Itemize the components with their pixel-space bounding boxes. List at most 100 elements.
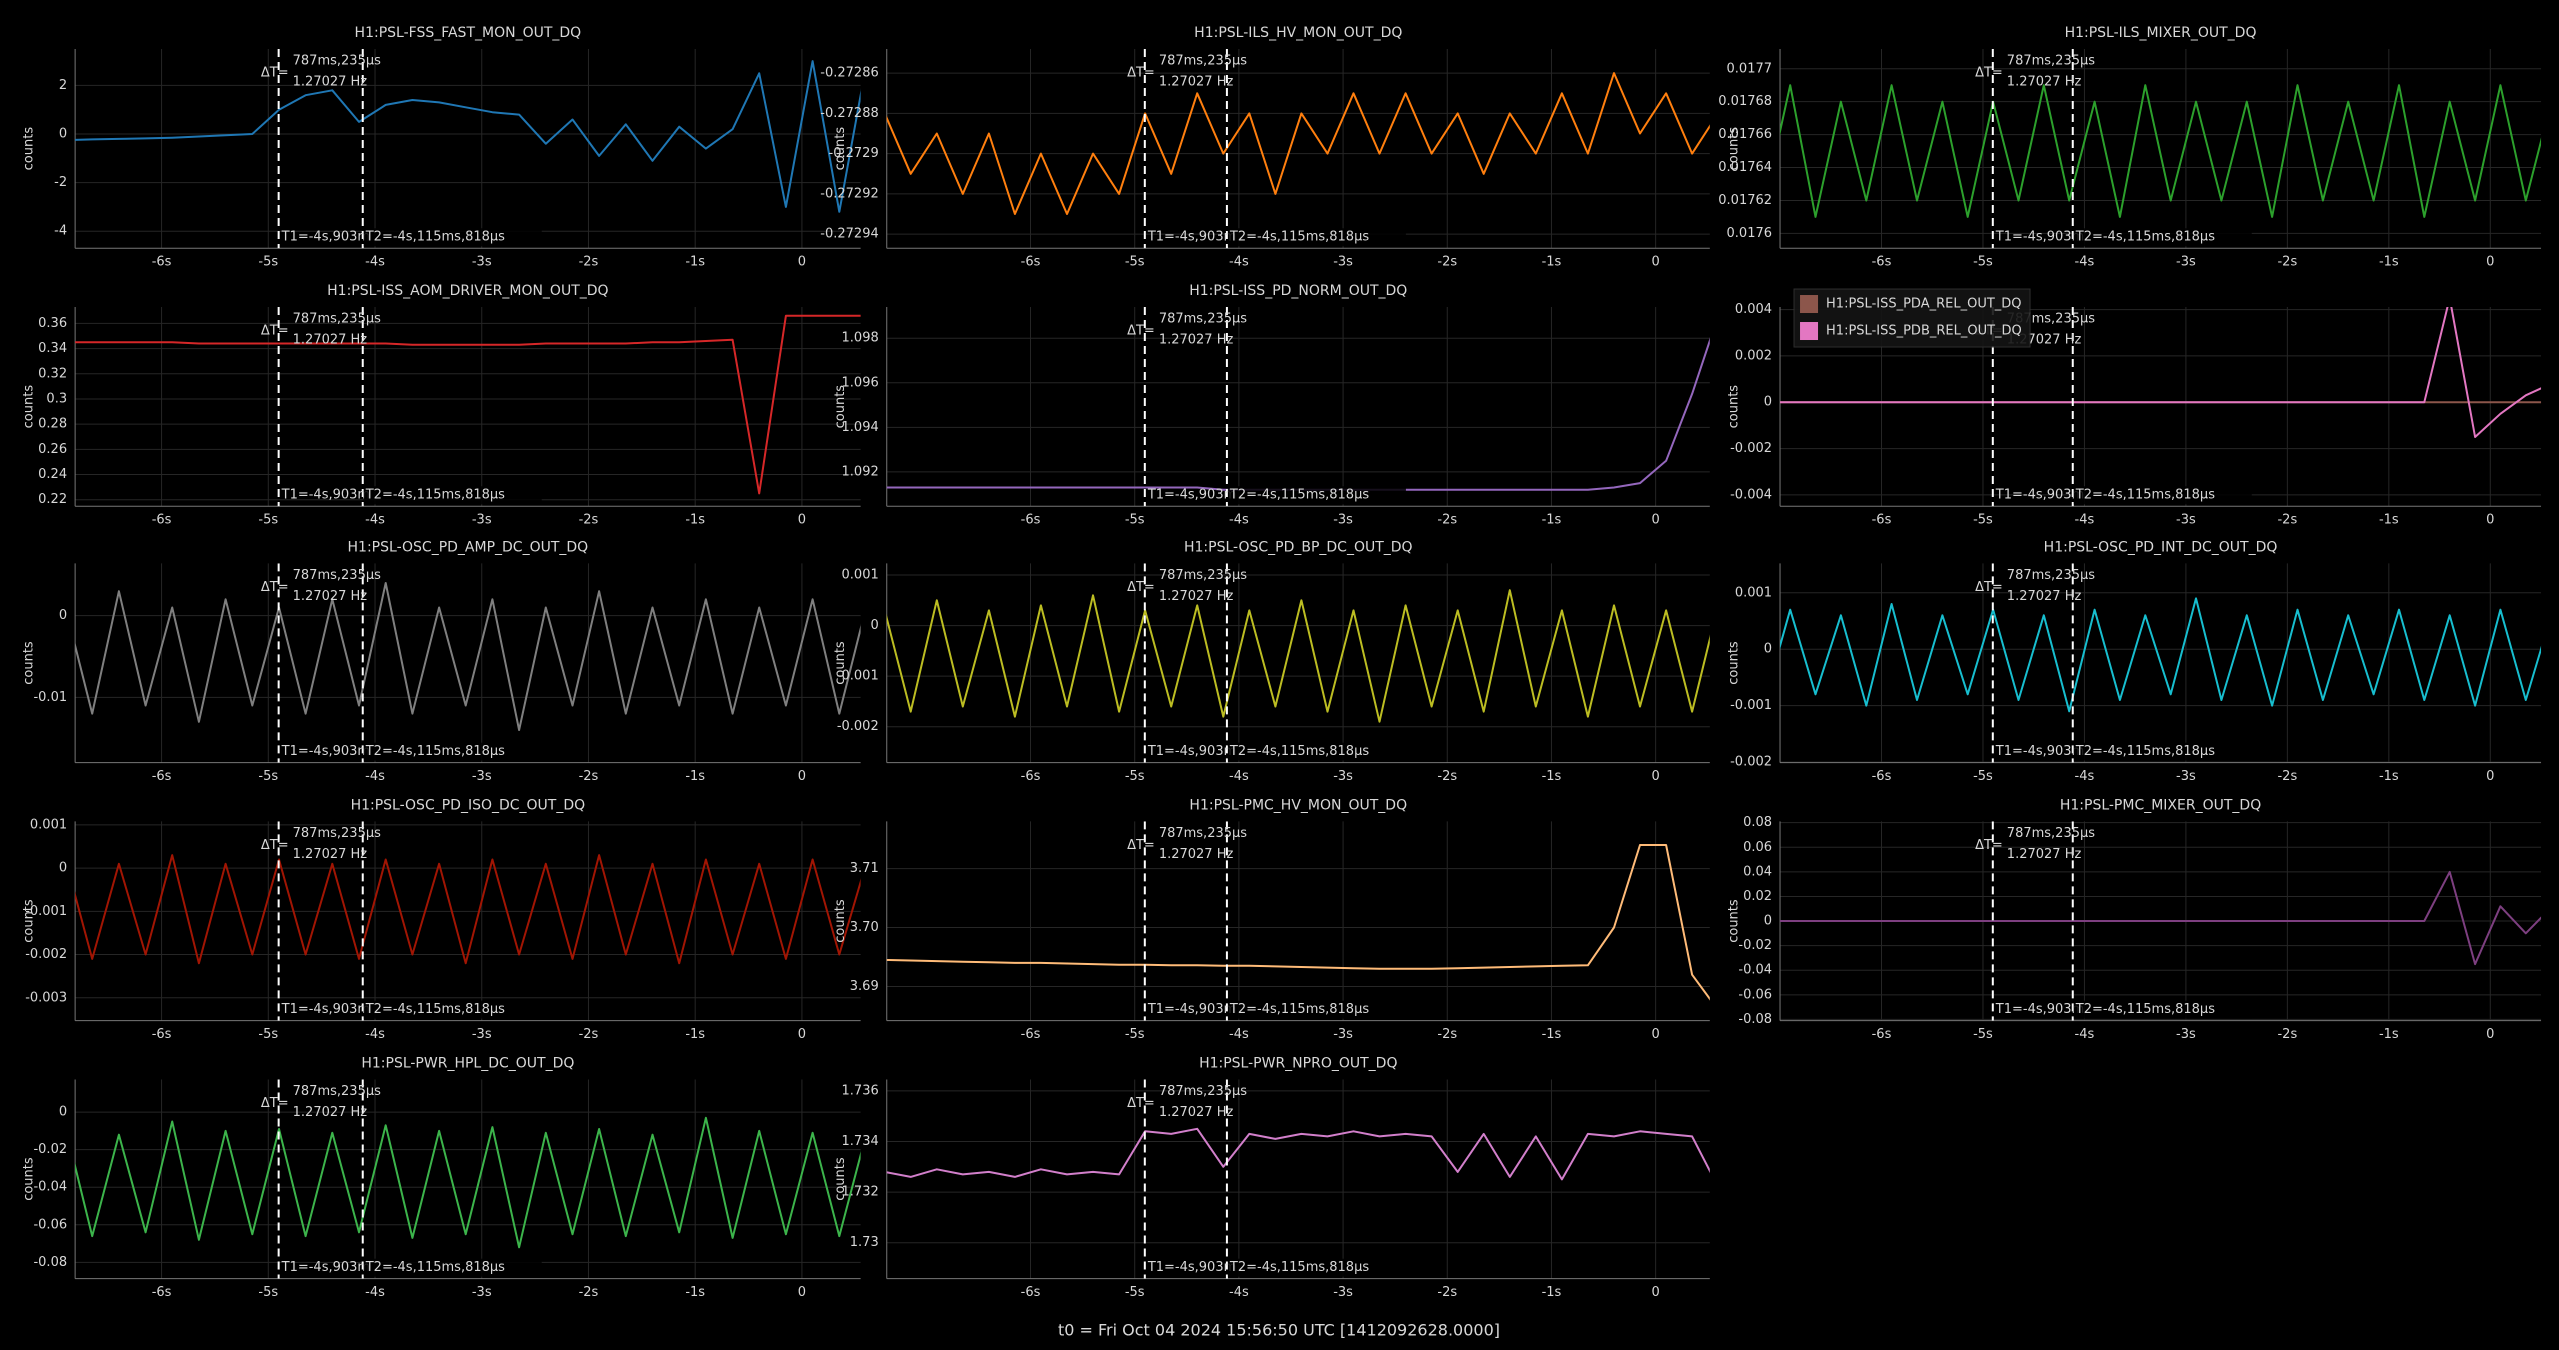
x-tick-label: -5s — [258, 513, 278, 528]
y-tick-label: -0.01 — [33, 690, 67, 705]
y-tick-label: -0.001 — [837, 669, 879, 684]
x-tick-label: 0 — [1651, 1027, 1659, 1042]
cursor-frequency: 1.27027 Hz — [2007, 74, 2082, 89]
cursor-t2: T2=-4s,115ms,818μs — [2075, 744, 2215, 759]
x-tick-label: 0 — [1651, 513, 1659, 528]
x-tick-label: -6s — [152, 255, 172, 270]
plot-area — [75, 307, 861, 507]
cursor-frequency: 1.27027 Hz — [293, 74, 368, 89]
y-axis-label: counts — [22, 641, 37, 685]
y-tick-label: -0.002 — [1730, 441, 1772, 456]
x-tick-label: -3s — [472, 1027, 492, 1042]
cursor-t2-bg — [363, 742, 542, 761]
plot-area — [75, 563, 861, 763]
x-tick-label: -3s — [472, 769, 492, 784]
y-tick-label: -0.27288 — [820, 106, 878, 121]
y-tick-label: 0 — [870, 618, 878, 633]
cursor-frequency: 1.27027 Hz — [293, 589, 368, 604]
cursor-frequency: 1.27027 Hz — [1159, 1105, 1234, 1120]
cursor-t1: T1=-4s,903m — [281, 1260, 370, 1275]
cursor-t1: T1=-4s,903m — [1147, 1260, 1236, 1275]
cursor-delta: 787ms,235μs — [293, 1084, 381, 1099]
series-line — [886, 589, 1710, 723]
cursor-delta-label: ΔT= — [1975, 838, 2003, 853]
cursor-delta-label: ΔT= — [261, 65, 289, 80]
cursor-t1: T1=-4s,903m — [281, 230, 370, 245]
cursor-delta-label: ΔT= — [261, 580, 289, 595]
panel-title: H1:PSL-PWR_HPL_DC_OUT_DQ — [361, 1055, 574, 1071]
cursor-delta: 787ms,235μs — [1159, 53, 1247, 68]
y-tick-label: 1.736 — [842, 1083, 879, 1098]
cursor-delta: 787ms,235μs — [293, 826, 381, 841]
x-tick-label: 0 — [2486, 513, 2494, 528]
cursor-delta: 787ms,235μs — [293, 53, 381, 68]
x-tick-label: -2s — [2277, 513, 2297, 528]
cursor-t1: T1=-4s,903m — [281, 1002, 370, 1017]
cursor-t2: T2=-4s,115ms,818μs — [2075, 1002, 2215, 1017]
x-tick-label: -4s — [2075, 769, 2095, 784]
x-tick-label: -5s — [1973, 1027, 1993, 1042]
cursor-frequency: 1.27027 Hz — [1159, 847, 1234, 862]
cursor-t2-bg — [363, 486, 542, 505]
cursor-t2-bg — [2073, 486, 2252, 505]
plot-area — [75, 48, 861, 249]
panel-title: H1:PSL-PMC_HV_MON_OUT_DQ — [1189, 797, 1407, 813]
series-line — [75, 314, 861, 495]
y-tick-label: 1.094 — [842, 420, 879, 435]
y-tick-label: 3.70 — [850, 920, 879, 935]
plot-area — [1780, 48, 2542, 249]
x-tick-label: 0 — [2486, 255, 2494, 270]
y-axis-label: counts — [833, 641, 848, 685]
x-tick-label: 0 — [2486, 1027, 2494, 1042]
y-tick-label: 0.004 — [1735, 302, 1772, 317]
y-tick-label: 0.24 — [38, 467, 67, 482]
cursor-delta: 787ms,235μs — [1159, 1084, 1247, 1099]
y-tick-label: 2 — [59, 78, 67, 93]
plot-area — [886, 1079, 1710, 1279]
cursor-t2-bg — [1227, 1258, 1406, 1277]
series-line — [1780, 84, 2542, 218]
y-tick-label: 0 — [1764, 642, 1772, 657]
x-tick-label: -5s — [258, 1027, 278, 1042]
y-tick-label: -0.08 — [1738, 1012, 1772, 1027]
y-axis-label: counts — [833, 1157, 848, 1201]
x-tick-label: -5s — [1125, 1027, 1145, 1042]
cursor-t1: T1=-4s,903m — [1147, 1002, 1236, 1017]
x-tick-label: -1s — [2379, 769, 2399, 784]
y-tick-label: -0.06 — [33, 1217, 67, 1232]
x-tick-label: -6s — [1021, 1027, 1041, 1042]
cursor-frequency: 1.27027 Hz — [2007, 589, 2082, 604]
x-tick-label: -3s — [2176, 255, 2196, 270]
x-tick-label: -1s — [2379, 255, 2399, 270]
y-tick-label: 0.01768 — [1718, 94, 1772, 109]
panel-title: H1:PSL-OSC_PD_INT_DC_OUT_DQ — [2044, 539, 2278, 555]
x-tick-label: -2s — [579, 255, 599, 270]
cursor-t1: T1=-4s,903m — [1147, 488, 1236, 503]
panel-title: H1:PSL-ISS_PD_NORM_OUT_DQ — [1189, 283, 1407, 299]
y-tick-label: 0.08 — [1743, 815, 1772, 830]
y-tick-label: 0.002 — [1735, 348, 1772, 363]
cursor-t2: T2=-4s,115ms,818μs — [365, 230, 505, 245]
x-tick-label: -1s — [685, 1285, 705, 1300]
y-tick-label: -0.2729 — [829, 146, 879, 161]
y-tick-label: 0.02 — [1743, 889, 1772, 904]
x-tick-label: -2s — [579, 513, 599, 528]
y-tick-label: 1.734 — [842, 1134, 879, 1149]
x-tick-label: -2s — [579, 1027, 599, 1042]
y-tick-label: 0.0176 — [1727, 226, 1773, 241]
cursor-t2: T2=-4s,115ms,818μs — [1229, 488, 1369, 503]
x-tick-label: -6s — [1872, 1027, 1892, 1042]
x-tick-label: -3s — [2176, 1027, 2196, 1042]
cursor-delta-label: ΔT= — [1975, 65, 2003, 80]
x-tick-label: -3s — [2176, 513, 2196, 528]
cursor-delta-label: ΔT= — [1127, 324, 1155, 339]
cursor-t2: T2=-4s,115ms,818μs — [1229, 1260, 1369, 1275]
x-tick-label: -1s — [1542, 769, 1562, 784]
y-axis-label: counts — [22, 899, 37, 943]
cursor-delta-label: ΔT= — [1127, 580, 1155, 595]
cursor-t2-bg — [363, 1258, 542, 1277]
